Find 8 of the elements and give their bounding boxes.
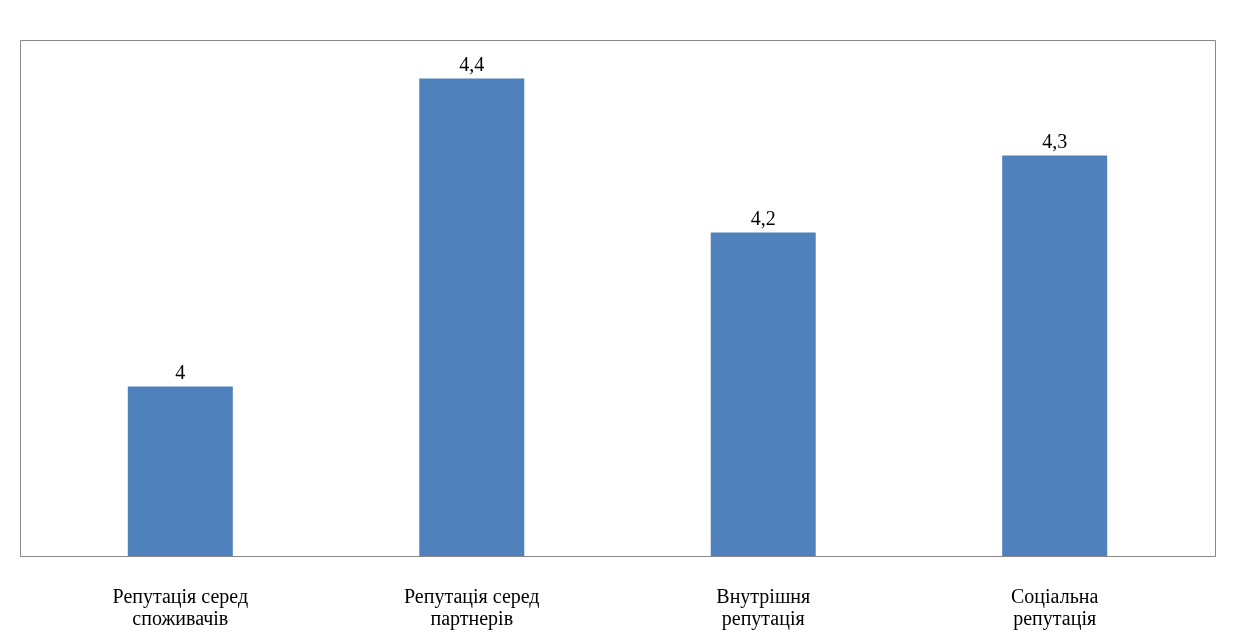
data-label: 4	[175, 360, 186, 383]
data-label: 4,4	[459, 52, 485, 75]
x-tick-label: Репутація серед партнерів	[403, 584, 540, 630]
x-tick-label: Репутація серед споживачів	[112, 584, 249, 629]
x-tick-label: Внутрішня репутація	[716, 584, 811, 630]
data-label: 4,3	[1042, 129, 1068, 152]
x-tick-label: Соціальна репутація	[1011, 584, 1099, 630]
data-label: 4,2	[750, 206, 776, 229]
